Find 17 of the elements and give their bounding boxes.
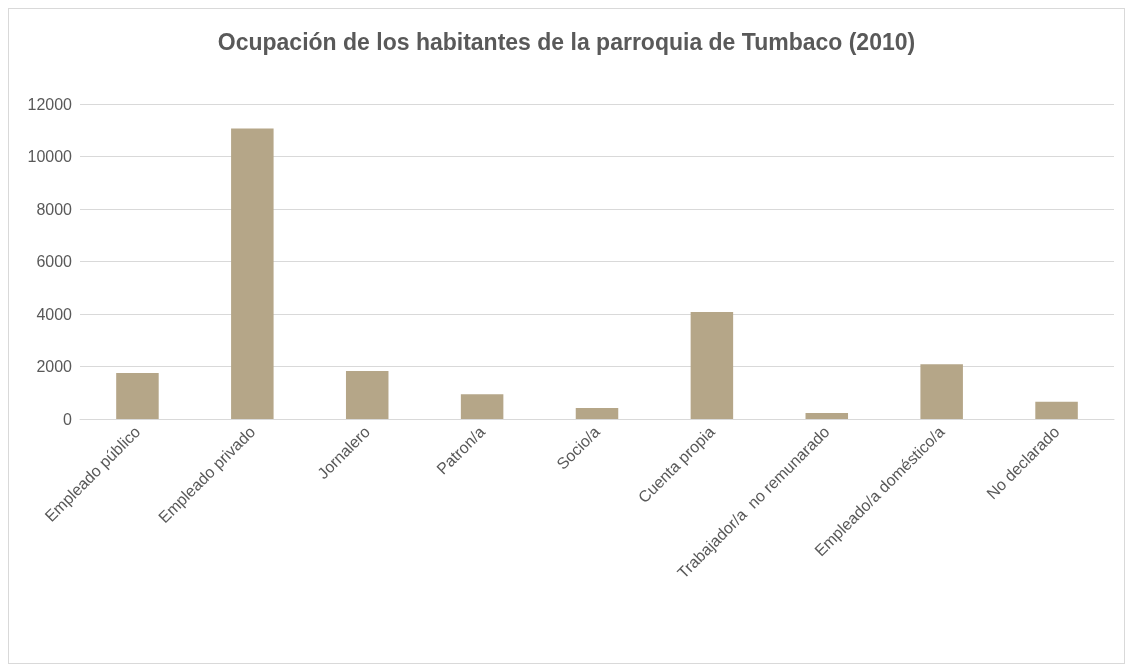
y-tick-label: 4000	[36, 305, 73, 323]
y-tick-label: 2000	[36, 358, 73, 375]
bar	[805, 412, 849, 419]
bar	[575, 407, 619, 419]
bar	[1035, 401, 1078, 419]
y-tick-label: 6000	[36, 253, 73, 270]
y-tick-label: 0	[63, 410, 73, 428]
bar	[920, 364, 963, 419]
y-tick-label: 8000	[36, 200, 73, 218]
y-tick-label: 10000	[27, 148, 73, 165]
bar	[231, 128, 274, 419]
bar	[116, 373, 159, 419]
bar	[345, 370, 389, 419]
chart-title: Ocupación de los habitantes de la parroquia de Tumbaco (2010)	[217, 28, 916, 55]
bar	[460, 394, 504, 419]
bar	[690, 311, 734, 419]
y-tick-label: 12000	[27, 95, 73, 113]
